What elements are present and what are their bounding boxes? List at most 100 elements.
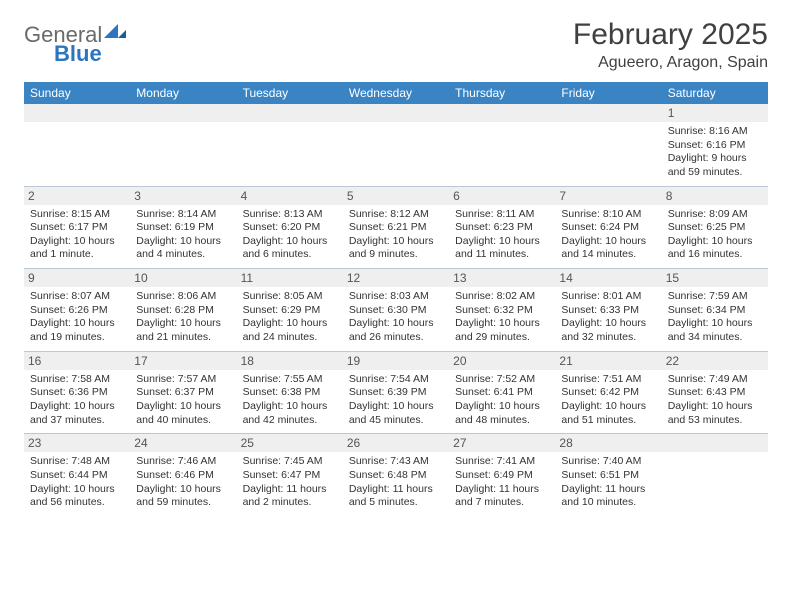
daylight1-text: Daylight: 10 hours <box>668 235 762 249</box>
sunset-text: Sunset: 6:37 PM <box>136 386 230 400</box>
day-cell: 5Sunrise: 8:12 AMSunset: 6:21 PMDaylight… <box>343 187 449 269</box>
day-number: 13 <box>449 269 555 287</box>
day-number: 24 <box>130 434 236 452</box>
sunrise-text: Sunrise: 7:59 AM <box>668 290 762 304</box>
daylight2-text: and 26 minutes. <box>349 331 443 345</box>
daylight2-text: and 5 minutes. <box>349 496 443 510</box>
day-cell: 22Sunrise: 7:49 AMSunset: 6:43 PMDayligh… <box>662 352 768 434</box>
sunset-text: Sunset: 6:32 PM <box>455 304 549 318</box>
sunset-text: Sunset: 6:17 PM <box>30 221 124 235</box>
day-number: 16 <box>24 352 130 370</box>
sunset-text: Sunset: 6:46 PM <box>136 469 230 483</box>
sunrise-text: Sunrise: 7:49 AM <box>668 373 762 387</box>
day-number: 11 <box>237 269 343 287</box>
day-cell <box>24 122 130 186</box>
week-row: 23Sunrise: 7:48 AMSunset: 6:44 PMDayligh… <box>24 433 768 516</box>
day-cell: 16Sunrise: 7:58 AMSunset: 6:36 PMDayligh… <box>24 352 130 434</box>
sunset-text: Sunset: 6:49 PM <box>455 469 549 483</box>
day-cell: Sunrise: 8:16 AMSunset: 6:16 PMDaylight:… <box>662 122 768 186</box>
daylight1-text: Daylight: 10 hours <box>561 235 655 249</box>
day-header-row: Sunday Monday Tuesday Wednesday Thursday… <box>24 82 768 104</box>
daylight1-text: Daylight: 11 hours <box>455 483 549 497</box>
day-number: 26 <box>343 434 449 452</box>
day-number: 6 <box>449 187 555 205</box>
logo-word2: Blue <box>54 41 102 66</box>
day-number: 3 <box>130 187 236 205</box>
day-header: Thursday <box>449 82 555 104</box>
daylight2-text: and 16 minutes. <box>668 248 762 262</box>
sunrise-text: Sunrise: 7:45 AM <box>243 455 337 469</box>
day-header: Monday <box>130 82 236 104</box>
daylight2-text: and 4 minutes. <box>136 248 230 262</box>
sunset-text: Sunset: 6:25 PM <box>668 221 762 235</box>
daylight1-text: Daylight: 10 hours <box>668 317 762 331</box>
daylight2-text: and 34 minutes. <box>668 331 762 345</box>
daylight2-text: and 32 minutes. <box>561 331 655 345</box>
day-cell: 8Sunrise: 8:09 AMSunset: 6:25 PMDaylight… <box>662 187 768 269</box>
daylight2-text: and 6 minutes. <box>243 248 337 262</box>
daylight1-text: Daylight: 10 hours <box>30 400 124 414</box>
week-daynum-strip: 1 <box>24 104 768 122</box>
day-number: 17 <box>130 352 236 370</box>
sunset-text: Sunset: 6:44 PM <box>30 469 124 483</box>
daynum-cell <box>449 104 555 120</box>
sunrise-text: Sunrise: 7:54 AM <box>349 373 443 387</box>
daylight1-text: Daylight: 10 hours <box>243 235 337 249</box>
week-row: 9Sunrise: 8:07 AMSunset: 6:26 PMDaylight… <box>24 268 768 351</box>
header: General Blue February 2025 Agueero, Arag… <box>24 18 768 72</box>
day-number: 12 <box>343 269 449 287</box>
day-cell: 2Sunrise: 8:15 AMSunset: 6:17 PMDaylight… <box>24 187 130 269</box>
daynum-cell <box>343 104 449 120</box>
daylight2-text: and 59 minutes. <box>136 496 230 510</box>
sunrise-text: Sunrise: 8:11 AM <box>455 208 549 222</box>
daylight1-text: Daylight: 10 hours <box>668 400 762 414</box>
daylight1-text: Daylight: 10 hours <box>136 400 230 414</box>
day-cell: 7Sunrise: 8:10 AMSunset: 6:24 PMDaylight… <box>555 187 661 269</box>
daylight2-text: and 37 minutes. <box>30 414 124 428</box>
day-number: 9 <box>24 269 130 287</box>
weeks-container: 1Sunrise: 8:16 AMSunset: 6:16 PMDaylight… <box>24 104 768 516</box>
day-number: 8 <box>662 187 768 205</box>
sunrise-text: Sunrise: 8:14 AM <box>136 208 230 222</box>
daylight1-text: Daylight: 10 hours <box>243 317 337 331</box>
day-header: Tuesday <box>237 82 343 104</box>
sunrise-text: Sunrise: 7:41 AM <box>455 455 549 469</box>
daylight2-text: and 1 minute. <box>30 248 124 262</box>
daylight2-text: and 21 minutes. <box>136 331 230 345</box>
sunset-text: Sunset: 6:39 PM <box>349 386 443 400</box>
daylight2-text: and 24 minutes. <box>243 331 337 345</box>
daylight1-text: Daylight: 11 hours <box>561 483 655 497</box>
sunrise-text: Sunrise: 7:55 AM <box>243 373 337 387</box>
sunrise-text: Sunrise: 8:07 AM <box>30 290 124 304</box>
day-cell: 28Sunrise: 7:40 AMSunset: 6:51 PMDayligh… <box>555 434 661 516</box>
daylight1-text: Daylight: 10 hours <box>349 400 443 414</box>
day-number: 18 <box>237 352 343 370</box>
daynum-cell <box>130 104 236 120</box>
daylight2-text: and 56 minutes. <box>30 496 124 510</box>
sunset-text: Sunset: 6:24 PM <box>561 221 655 235</box>
daynum-cell <box>237 104 343 120</box>
daylight1-text: Daylight: 10 hours <box>136 483 230 497</box>
day-number: 14 <box>555 269 661 287</box>
sunset-text: Sunset: 6:36 PM <box>30 386 124 400</box>
sunset-text: Sunset: 6:33 PM <box>561 304 655 318</box>
daylight2-text: and 7 minutes. <box>455 496 549 510</box>
day-number: 10 <box>130 269 236 287</box>
daylight2-text: and 10 minutes. <box>561 496 655 510</box>
day-cell: 4Sunrise: 8:13 AMSunset: 6:20 PMDaylight… <box>237 187 343 269</box>
sunrise-text: Sunrise: 8:03 AM <box>349 290 443 304</box>
daylight1-text: Daylight: 10 hours <box>455 317 549 331</box>
sunset-text: Sunset: 6:38 PM <box>243 386 337 400</box>
daylight2-text: and 14 minutes. <box>561 248 655 262</box>
sunrise-text: Sunrise: 7:52 AM <box>455 373 549 387</box>
daylight2-text: and 29 minutes. <box>455 331 549 345</box>
daylight2-text: and 45 minutes. <box>349 414 443 428</box>
calendar: Sunday Monday Tuesday Wednesday Thursday… <box>24 82 768 516</box>
day-cell <box>343 122 449 186</box>
day-number: 19 <box>343 352 449 370</box>
day-cell: 21Sunrise: 7:51 AMSunset: 6:42 PMDayligh… <box>555 352 661 434</box>
day-number: 4 <box>237 187 343 205</box>
daylight2-text: and 53 minutes. <box>668 414 762 428</box>
day-cell <box>555 122 661 186</box>
daylight2-text: and 2 minutes. <box>243 496 337 510</box>
